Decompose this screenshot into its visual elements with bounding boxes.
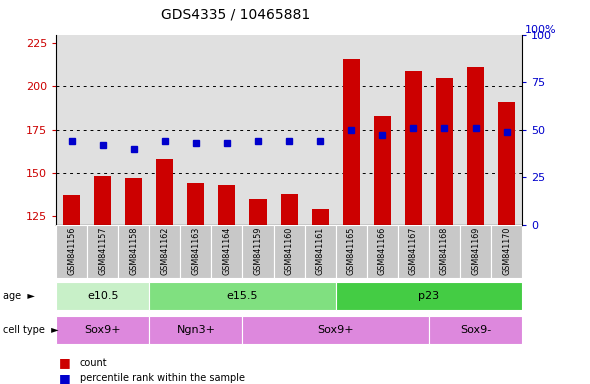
Bar xyxy=(398,225,429,278)
Text: GSM841168: GSM841168 xyxy=(440,226,449,275)
Text: GSM841161: GSM841161 xyxy=(316,226,325,275)
Text: p23: p23 xyxy=(418,291,440,301)
Bar xyxy=(498,102,515,384)
Bar xyxy=(312,209,329,384)
Bar xyxy=(374,116,391,384)
Bar xyxy=(274,225,304,278)
Text: cell type  ►: cell type ► xyxy=(3,325,58,335)
Text: GSM841159: GSM841159 xyxy=(254,226,263,275)
Text: GSM841158: GSM841158 xyxy=(129,226,138,275)
Bar xyxy=(367,225,398,278)
Bar xyxy=(56,225,87,278)
Bar xyxy=(336,282,522,310)
Bar xyxy=(343,59,360,384)
Bar xyxy=(429,316,522,344)
Text: GSM841160: GSM841160 xyxy=(284,226,294,275)
Text: Sox9+: Sox9+ xyxy=(84,325,121,335)
Bar xyxy=(467,68,484,384)
Bar xyxy=(156,159,173,384)
Text: GSM841163: GSM841163 xyxy=(191,226,201,275)
Bar xyxy=(149,282,336,310)
Text: GSM841170: GSM841170 xyxy=(502,226,511,275)
Bar xyxy=(436,78,453,384)
Bar xyxy=(242,225,274,278)
Bar xyxy=(87,225,118,278)
Bar xyxy=(125,178,142,384)
Bar xyxy=(281,194,297,384)
Bar xyxy=(63,195,80,384)
Text: e15.5: e15.5 xyxy=(227,291,258,301)
Text: GSM841157: GSM841157 xyxy=(98,226,107,275)
Text: GSM841164: GSM841164 xyxy=(222,226,231,275)
Bar xyxy=(336,225,367,278)
Bar xyxy=(460,225,491,278)
Bar xyxy=(250,199,267,384)
Text: percentile rank within the sample: percentile rank within the sample xyxy=(80,373,245,383)
Text: Sox9-: Sox9- xyxy=(460,325,491,335)
Bar xyxy=(429,225,460,278)
Text: count: count xyxy=(80,358,107,368)
Text: GSM841165: GSM841165 xyxy=(347,226,356,275)
Text: ■: ■ xyxy=(59,356,71,369)
Bar xyxy=(149,316,242,344)
Bar xyxy=(149,225,181,278)
Bar xyxy=(405,71,422,384)
Text: e10.5: e10.5 xyxy=(87,291,119,301)
Text: Sox9+: Sox9+ xyxy=(317,325,354,335)
Bar xyxy=(56,282,149,310)
Text: GSM841166: GSM841166 xyxy=(378,226,387,275)
Bar xyxy=(118,225,149,278)
Text: GSM841162: GSM841162 xyxy=(160,226,169,275)
Bar xyxy=(181,225,211,278)
Text: GSM841169: GSM841169 xyxy=(471,226,480,275)
Bar xyxy=(94,176,111,384)
Text: 100%: 100% xyxy=(525,25,557,35)
Text: GDS4335 / 10465881: GDS4335 / 10465881 xyxy=(162,7,310,21)
Text: Ngn3+: Ngn3+ xyxy=(176,325,215,335)
Bar xyxy=(491,225,522,278)
Bar xyxy=(242,316,429,344)
Text: age  ►: age ► xyxy=(3,291,35,301)
Text: GSM841156: GSM841156 xyxy=(67,226,76,275)
Bar xyxy=(218,185,235,384)
Text: ■: ■ xyxy=(59,372,71,384)
Bar xyxy=(56,316,149,344)
Bar xyxy=(211,225,242,278)
Bar xyxy=(188,183,204,384)
Bar xyxy=(304,225,336,278)
Text: GSM841167: GSM841167 xyxy=(409,226,418,275)
